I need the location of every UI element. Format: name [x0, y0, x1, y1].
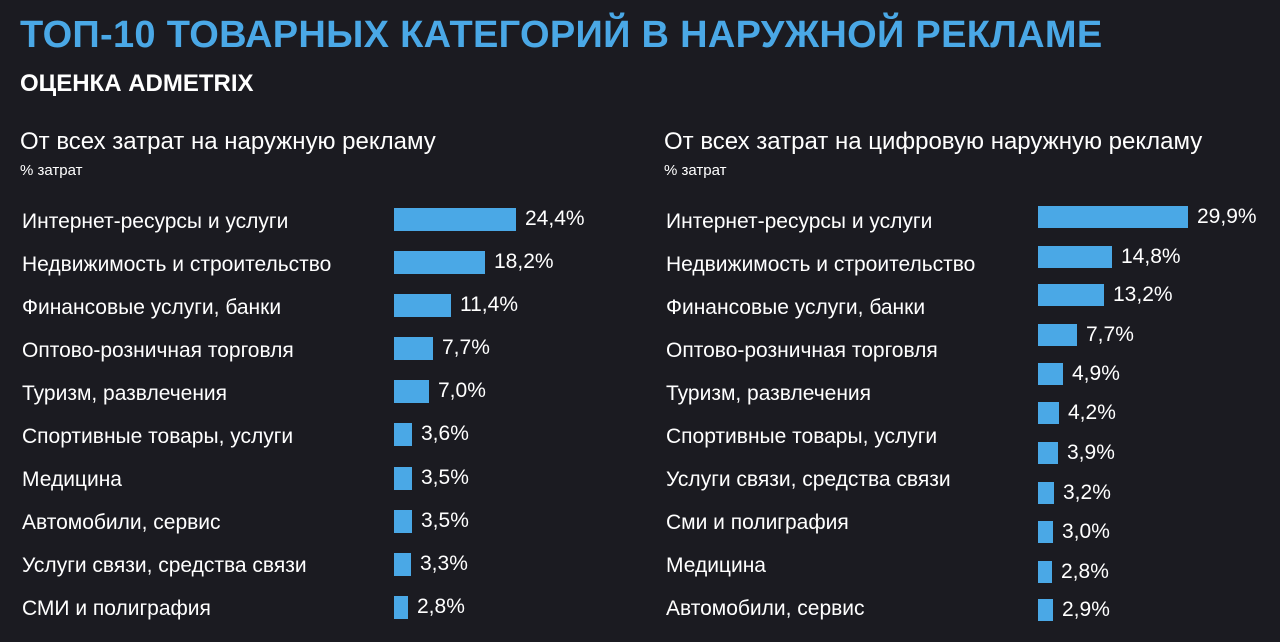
bar — [394, 595, 408, 619]
category-label: Медицина — [666, 554, 766, 577]
bar — [394, 466, 412, 490]
category-label: Туризм, развлечения — [666, 382, 872, 405]
bar-value-label: 3,9% — [1067, 441, 1115, 464]
chart-title: От всех затрат на наружную рекламу — [20, 128, 436, 155]
bar-value-label: 14,8% — [1121, 245, 1181, 268]
bar-value-label: 2,8% — [1061, 560, 1109, 583]
bar-value-label: 3,5% — [421, 509, 469, 532]
bar — [1038, 284, 1104, 306]
bar — [394, 379, 429, 403]
category-label: Оптово-розничная торговля — [666, 339, 938, 362]
bar-value-label: 13,2% — [1113, 283, 1173, 306]
category-label: Недвижимость и строительство — [22, 253, 332, 276]
bar — [1038, 402, 1059, 424]
category-label: Интернет-ресурсы и услуги — [666, 210, 933, 233]
page-subtitle: ОЦЕНКА ADMETRIX — [20, 70, 254, 97]
bar-value-label: 24,4% — [525, 207, 585, 230]
category-label: Оптово-розничная торговля — [22, 339, 294, 362]
bar-value-label: 11,4% — [460, 293, 518, 316]
bar — [394, 207, 516, 231]
bar — [1038, 482, 1054, 504]
category-label: Сми и полиграфия — [666, 511, 849, 534]
bar-value-label: 4,2% — [1068, 401, 1116, 424]
bar — [394, 250, 485, 274]
bar — [394, 552, 411, 576]
bar-value-label: 7,7% — [442, 336, 490, 359]
bar-value-label: 2,8% — [417, 595, 465, 618]
bar-value-label: 3,3% — [420, 552, 468, 575]
chart-title: От всех затрат на цифровую наружную рекл… — [664, 128, 1203, 155]
bar — [394, 293, 451, 317]
bar — [1038, 599, 1053, 621]
bar — [1038, 521, 1053, 543]
bar — [394, 336, 433, 360]
category-label: Спортивные товары, услуги — [22, 425, 294, 448]
category-label: Услуги связи, средства связи — [22, 554, 307, 577]
bar-value-label: 18,2% — [494, 250, 554, 273]
bar — [394, 422, 412, 446]
category-label: СМИ и полиграфия — [22, 597, 211, 620]
bar-value-label: 3,0% — [1062, 520, 1110, 543]
bar — [1038, 324, 1077, 346]
chart-unit-label: % затрат — [20, 162, 83, 179]
bar — [1038, 363, 1063, 385]
category-label: Медицина — [22, 468, 122, 491]
category-label: Финансовые услуги, банки — [22, 296, 282, 319]
bar-value-label: 7,7% — [1086, 323, 1134, 346]
bar-value-label: 2,9% — [1062, 598, 1110, 621]
chart-panel-all-outdoor: От всех затрат на наружную рекламу % зат… — [20, 128, 640, 638]
category-label: Автомобили, сервис — [22, 511, 221, 534]
category-label: Финансовые услуги, банки — [666, 296, 926, 319]
bar-value-label: 3,2% — [1063, 481, 1111, 504]
category-label: Автомобили, сервис — [666, 597, 865, 620]
bar — [1038, 206, 1188, 228]
page-title: ТОП-10 ТОВАРНЫХ КАТЕГОРИЙ В НАРУЖНОЙ РЕК… — [20, 14, 1103, 56]
category-label: Интернет-ресурсы и услуги — [22, 210, 289, 233]
chart-panel-digital-outdoor: От всех затрат на цифровую наружную рекл… — [664, 128, 1280, 638]
category-label: Спортивные товары, услуги — [666, 425, 938, 448]
bar-value-label: 3,5% — [421, 466, 469, 489]
bar — [1038, 246, 1112, 268]
bar-value-label: 29,9% — [1197, 205, 1257, 228]
category-label: Туризм, развлечения — [22, 382, 228, 405]
bar-value-label: 7,0% — [438, 379, 486, 402]
category-label: Недвижимость и строительство — [666, 253, 976, 276]
bar-value-label: 3,6% — [421, 422, 469, 445]
bar — [1038, 561, 1052, 583]
bar-value-label: 4,9% — [1072, 362, 1120, 385]
bar — [1038, 442, 1058, 464]
bar — [394, 509, 412, 533]
category-label: Услуги связи, средства связи — [666, 468, 951, 491]
chart-unit-label: % затрат — [664, 162, 727, 179]
